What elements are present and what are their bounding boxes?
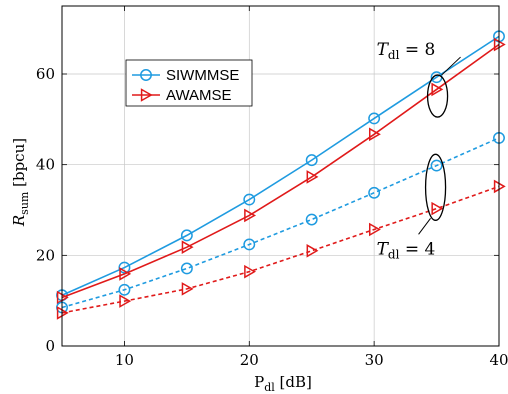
data-point <box>306 244 319 258</box>
data-point <box>431 201 444 216</box>
y-tick-label: 20 <box>36 246 55 264</box>
data-point <box>243 238 256 251</box>
data-point <box>181 282 194 296</box>
legend-swatch-marker <box>140 88 153 102</box>
y-tick-label: 40 <box>36 156 55 174</box>
y-tick-label: 0 <box>45 337 55 355</box>
data-point <box>431 82 444 97</box>
annotation-label: Tdl = 4 <box>377 239 436 261</box>
data-point <box>243 193 256 206</box>
data-point <box>430 159 443 172</box>
data-point <box>180 262 193 275</box>
data-point <box>305 154 318 167</box>
data-point <box>368 112 381 125</box>
x-axis-ticks: 10 20 30 40 <box>115 6 508 369</box>
annotation-t8: Tdl = 8 <box>377 40 461 118</box>
x-tick-label: 10 <box>115 351 134 369</box>
annotation-leader <box>418 218 431 235</box>
x-tick-label: 40 <box>489 351 508 369</box>
x-axis-label: Pdl [dB] <box>254 373 312 394</box>
data-point <box>305 213 318 226</box>
legend-label: SIWMMSE <box>166 67 239 84</box>
legend-item: SIWMMSE <box>132 67 239 84</box>
legend: SIWMMSE AWAMSE <box>125 59 253 107</box>
data-point <box>118 283 131 296</box>
legend-swatch-marker <box>140 69 152 81</box>
data-point <box>181 240 194 254</box>
y-tick-label: 60 <box>36 65 55 83</box>
series-line <box>61 35 500 296</box>
x-tick-label: 30 <box>365 351 384 369</box>
annotation-label: Tdl = 8 <box>377 40 436 62</box>
series-3 <box>56 131 505 314</box>
legend-label: AWAMSE <box>166 87 232 104</box>
annotation-ellipse <box>424 153 447 221</box>
data-point <box>306 170 319 184</box>
plot-frame <box>61 5 500 347</box>
legend-box <box>125 59 253 107</box>
data-point <box>119 294 132 308</box>
series-layer <box>56 30 506 320</box>
data-point <box>180 229 193 242</box>
annotation-leader <box>441 56 461 76</box>
annotation-ellipse <box>426 74 449 118</box>
x-tick-label: 20 <box>240 351 259 369</box>
series-line <box>61 137 500 309</box>
annotations: Tdl = 8 Tdl = 4 <box>377 40 461 261</box>
annotation-t4: Tdl = 4 <box>377 153 447 261</box>
series-line <box>61 43 500 299</box>
y-axis-label: Rsum [bpcu] <box>10 138 31 227</box>
legend-item: AWAMSE <box>132 87 232 104</box>
data-point <box>119 267 132 281</box>
series-4 <box>56 179 506 320</box>
data-point <box>118 261 131 274</box>
data-point <box>368 127 381 142</box>
data-point <box>244 264 257 279</box>
data-point <box>368 222 381 237</box>
data-point <box>368 186 381 199</box>
series-line <box>61 185 500 314</box>
data-point <box>244 208 257 223</box>
